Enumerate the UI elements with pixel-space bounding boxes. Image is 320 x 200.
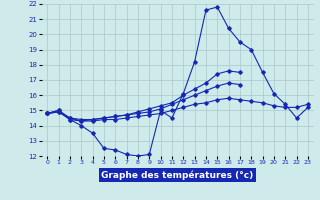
X-axis label: Graphe des températures (°c): Graphe des températures (°c) xyxy=(101,171,254,180)
